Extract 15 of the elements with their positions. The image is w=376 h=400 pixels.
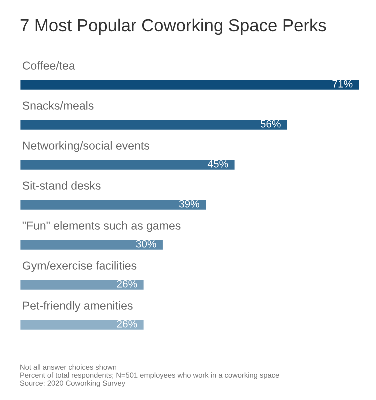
y-tick-label: Sit-stand desks: [22, 181, 101, 190]
y-tick-label: Networking/social events: [23, 141, 150, 152]
data-label: 56%: [260, 120, 281, 128]
data-label: 45%: [208, 160, 228, 168]
data-label: 39%: [179, 200, 200, 208]
y-tick-label: "Fun" elements such as games: [22, 221, 181, 232]
y-tick-label: Gym/exercise facilities: [22, 261, 137, 272]
y-tick-label: Snacks/meals: [22, 101, 94, 110]
y-tick-label: Coffee/tea: [22, 61, 76, 70]
data-label: 71%: [332, 80, 353, 88]
y-tick-label: Pet-friendly amenities: [23, 301, 133, 312]
data-label: 26%: [117, 320, 138, 328]
data-label: 30%: [136, 240, 156, 248]
chart-title: 7 Most Popular Coworking Space Perks: [20, 18, 326, 36]
data-label: 26%: [117, 280, 138, 288]
